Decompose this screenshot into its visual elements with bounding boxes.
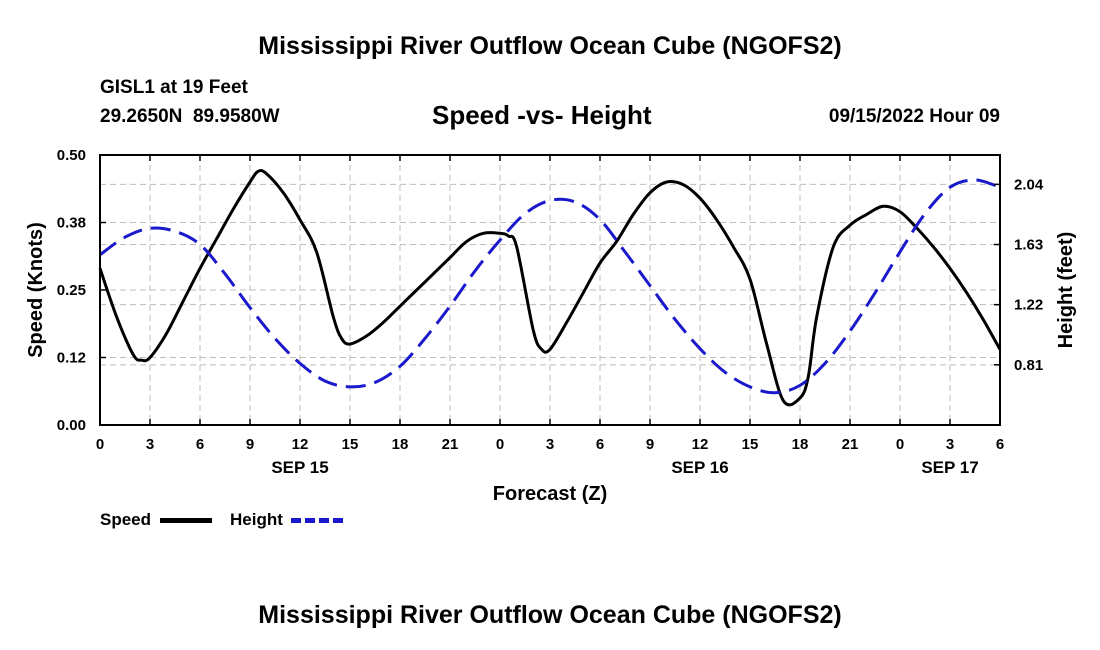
- x-tick-label: 0: [496, 436, 504, 453]
- ticks: 0 3 6 9 12 15 18 21 0 3 6 9 12 15 18 21 0 3 6 SEP 15 SEP 16 S…: [57, 147, 1044, 477]
- x-tick-label: 9: [246, 436, 254, 453]
- page-title: Mississippi River Outflow Ocean Cube (NG…: [258, 32, 842, 60]
- x-tick-label: 3: [146, 436, 154, 453]
- x-tick-label: 15: [342, 436, 359, 453]
- y2-tick-label: 2.04: [1014, 176, 1044, 193]
- station-name: GISL1 at 19 Feet: [100, 77, 248, 98]
- series-speed-line: [98, 169, 1002, 407]
- legend-speed-line: [160, 518, 212, 523]
- y2-axis-label: Height (feet): [1055, 232, 1077, 349]
- x-tick-label: 12: [692, 436, 709, 453]
- x-tick-label: 21: [442, 436, 459, 453]
- grid: [100, 155, 1000, 425]
- x-tick-label: 15: [742, 436, 759, 453]
- x-tick-label: 12: [292, 436, 309, 453]
- footer-title: Mississippi River Outflow Ocean Cube (NG…: [258, 601, 842, 629]
- x-tick-label: 18: [792, 436, 809, 453]
- y2-tick-label: 1.63: [1014, 237, 1043, 254]
- x-date-label: SEP 15: [271, 458, 328, 477]
- x-tick-label: 6: [996, 436, 1004, 453]
- chart-title: Speed -vs- Height: [432, 100, 652, 130]
- x-tick-label: 21: [842, 436, 859, 453]
- legend-height-label: Height: [230, 510, 283, 529]
- y-tick-label: 0.00: [57, 417, 86, 434]
- x-date-label: SEP 16: [671, 458, 728, 477]
- y2-tick-label: 1.22: [1014, 297, 1043, 314]
- series-height-line: [99, 178, 1001, 395]
- legend-height-line: [291, 518, 343, 523]
- y2-tick-label: 0.81: [1014, 357, 1043, 374]
- x-tick-label: 3: [946, 436, 954, 453]
- y-tick-label: 0.38: [57, 215, 86, 232]
- legend-speed-label: Speed: [100, 510, 152, 529]
- y-tick-label: 0.50: [57, 147, 86, 164]
- y-axis-label: Speed (Knots): [25, 222, 47, 358]
- x-tick-label: 9: [646, 436, 654, 453]
- forecast-datetime: 09/15/2022 Hour 09: [828, 106, 1000, 127]
- series-layer: [98, 169, 1002, 407]
- x-date-label: SEP 17: [921, 458, 978, 477]
- x-tick-label: 3: [546, 436, 554, 453]
- x-axis-label: Forecast (Z): [493, 483, 607, 505]
- x-tick-label: 0: [896, 436, 904, 453]
- x-tick-label: 18: [392, 436, 409, 453]
- x-tick-label: 0: [96, 436, 104, 453]
- station-coords: 29.2650N 89.9580W: [100, 106, 280, 127]
- y-tick-label: 0.25: [57, 282, 86, 299]
- x-tick-label: 6: [596, 436, 604, 453]
- y-tick-label: 0.12: [57, 350, 86, 367]
- x-tick-label: 6: [196, 436, 204, 453]
